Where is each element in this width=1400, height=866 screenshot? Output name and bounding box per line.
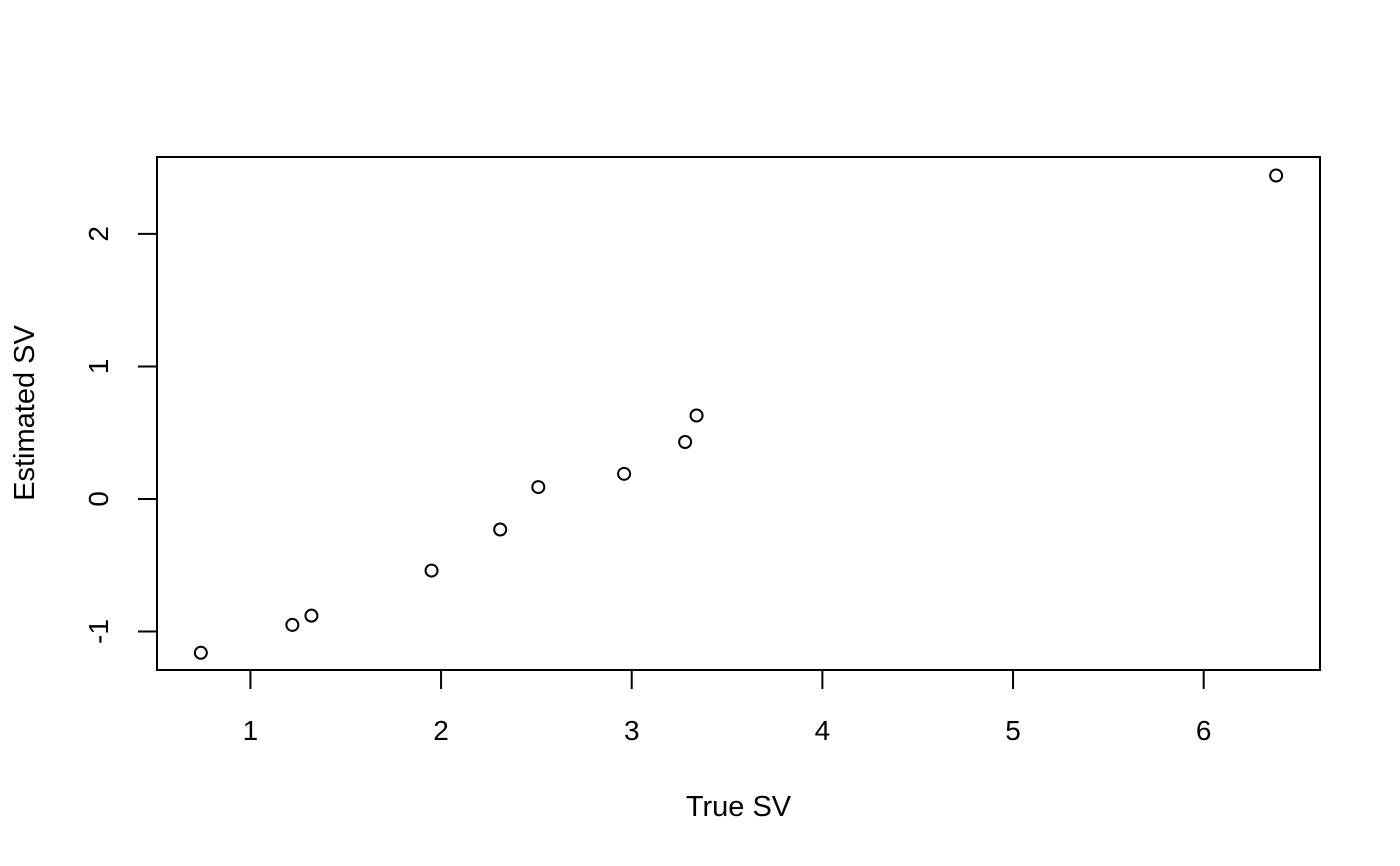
data-point — [193, 645, 208, 660]
data-point — [1269, 168, 1284, 183]
data-point — [304, 608, 319, 623]
data-point — [424, 563, 439, 578]
x-tick-label: 4 — [815, 715, 831, 746]
plot-frame — [156, 156, 1321, 671]
data-point — [617, 466, 632, 481]
data-point — [689, 408, 704, 423]
y-tick-label: 2 — [83, 226, 114, 242]
y-axis-ticks: -1 0 1 2 — [83, 226, 157, 644]
x-tick-label: 6 — [1196, 715, 1212, 746]
x-tick-label: 3 — [624, 715, 640, 746]
data-point — [531, 480, 546, 495]
y-axis-title: Estimated SV — [9, 325, 41, 501]
y-tick-label: -1 — [83, 619, 114, 644]
data-point — [678, 435, 693, 449]
x-tick-label: 2 — [433, 715, 449, 746]
x-tick-label: 5 — [1005, 715, 1021, 746]
x-axis-title: True SV — [686, 791, 792, 823]
data-point — [493, 522, 508, 537]
data-points — [193, 168, 1284, 660]
x-axis-ticks: 1 2 3 4 5 6 — [243, 670, 1212, 746]
y-tick-label: 1 — [83, 359, 114, 375]
x-tick-label: 1 — [243, 715, 259, 746]
data-point — [285, 617, 300, 632]
y-tick-label: 0 — [83, 491, 114, 507]
